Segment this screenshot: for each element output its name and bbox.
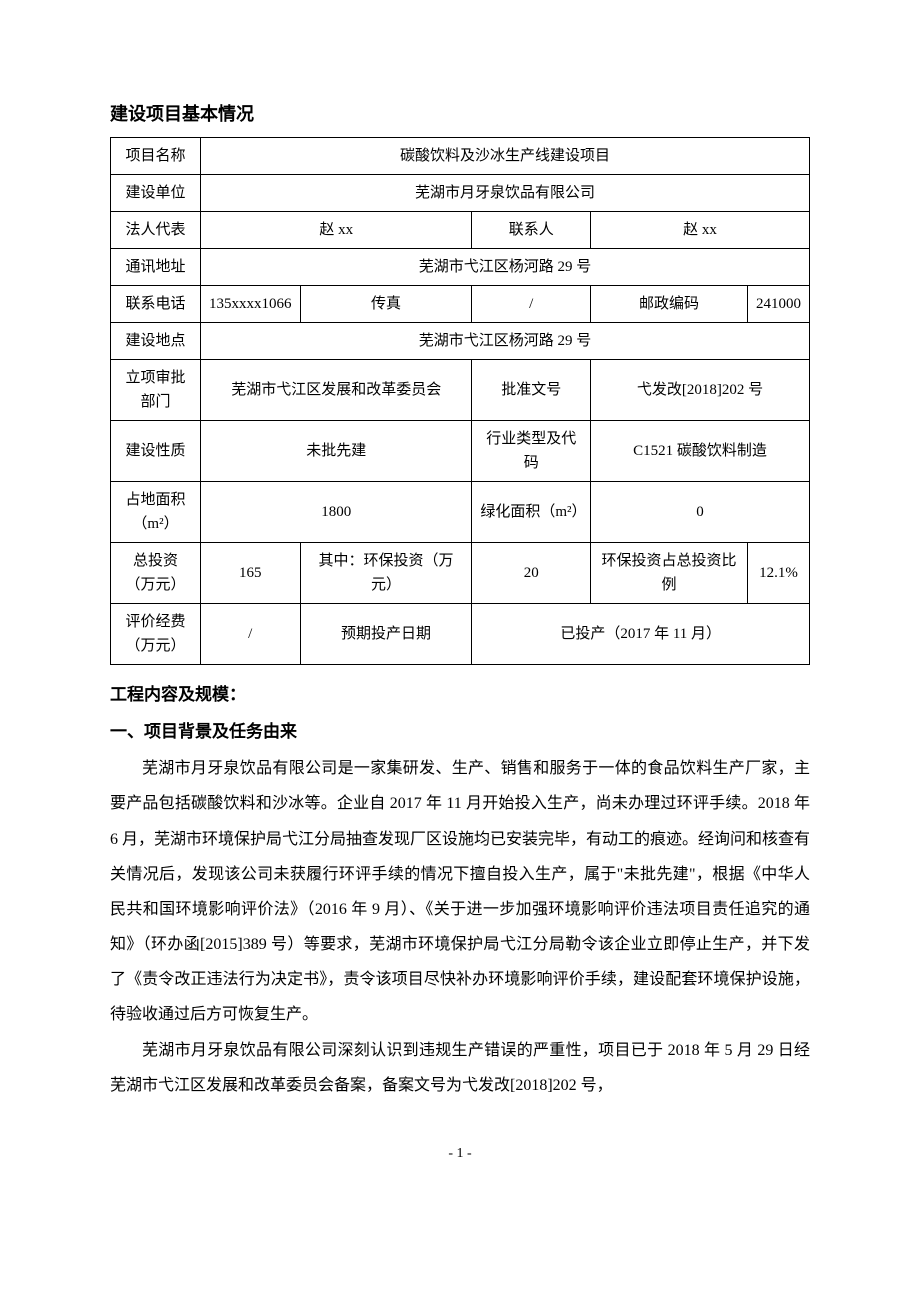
label-approval-dept: 立项审批部门 bbox=[111, 359, 201, 420]
label-green-area: 绿化面积（m²） bbox=[472, 481, 591, 542]
table-row: 项目名称 碳酸饮料及沙冰生产线建设项目 bbox=[111, 137, 810, 174]
value-approval-dept: 芜湖市弋江区发展和改革委员会 bbox=[201, 359, 472, 420]
table-row: 建设单位 芜湖市月牙泉饮品有限公司 bbox=[111, 174, 810, 211]
value-env-investment: 20 bbox=[472, 542, 591, 603]
label-legal-rep: 法人代表 bbox=[111, 211, 201, 248]
content-heading: 工程内容及规模： bbox=[110, 681, 810, 708]
label-env-ratio: 环保投资占总投资比例 bbox=[591, 542, 748, 603]
table-row: 联系电话 135xxxx1066 传真 / 邮政编码 241000 bbox=[111, 285, 810, 322]
table-row: 占地面积（m²） 1800 绿化面积（m²） 0 bbox=[111, 481, 810, 542]
value-industry-code: C1521 碳酸饮料制造 bbox=[591, 420, 810, 481]
label-approval-no: 批准文号 bbox=[472, 359, 591, 420]
label-postcode: 邮政编码 bbox=[591, 285, 748, 322]
value-build-unit: 芜湖市月牙泉饮品有限公司 bbox=[201, 174, 810, 211]
label-production-date: 预期投产日期 bbox=[300, 603, 472, 664]
value-address: 芜湖市弋江区杨河路 29 号 bbox=[201, 248, 810, 285]
label-total-investment: 总投资（万元） bbox=[111, 542, 201, 603]
section-title: 建设项目基本情况 bbox=[110, 100, 810, 129]
label-build-unit: 建设单位 bbox=[111, 174, 201, 211]
value-production-date: 已投产（2017 年 11 月） bbox=[472, 603, 810, 664]
paragraph-2: 芜湖市月牙泉饮品有限公司深刻认识到违规生产错误的严重性，项目已于 2018 年 … bbox=[110, 1033, 810, 1103]
value-phone: 135xxxx1066 bbox=[201, 285, 301, 322]
page-number: - 1 - bbox=[110, 1143, 810, 1165]
label-eval-fee: 评价经费（万元） bbox=[111, 603, 201, 664]
project-info-table: 项目名称 碳酸饮料及沙冰生产线建设项目 建设单位 芜湖市月牙泉饮品有限公司 法人… bbox=[110, 137, 810, 665]
label-env-investment: 其中：环保投资（万元） bbox=[300, 542, 472, 603]
sub-heading-1: 一、项目背景及任务由来 bbox=[110, 718, 810, 745]
value-contact: 赵 xx bbox=[591, 211, 810, 248]
label-fax: 传真 bbox=[300, 285, 472, 322]
label-industry-code: 行业类型及代码 bbox=[472, 420, 591, 481]
table-row: 总投资（万元） 165 其中：环保投资（万元） 20 环保投资占总投资比例 12… bbox=[111, 542, 810, 603]
value-fax: / bbox=[472, 285, 591, 322]
table-row: 评价经费（万元） / 预期投产日期 已投产（2017 年 11 月） bbox=[111, 603, 810, 664]
value-land-area: 1800 bbox=[201, 481, 472, 542]
label-phone: 联系电话 bbox=[111, 285, 201, 322]
table-row: 通讯地址 芜湖市弋江区杨河路 29 号 bbox=[111, 248, 810, 285]
value-approval-no: 弋发改[2018]202 号 bbox=[591, 359, 810, 420]
value-total-investment: 165 bbox=[201, 542, 301, 603]
value-legal-rep: 赵 xx bbox=[201, 211, 472, 248]
label-contact: 联系人 bbox=[472, 211, 591, 248]
value-build-nature: 未批先建 bbox=[201, 420, 472, 481]
value-eval-fee: / bbox=[201, 603, 301, 664]
value-green-area: 0 bbox=[591, 481, 810, 542]
table-row: 建设地点 芜湖市弋江区杨河路 29 号 bbox=[111, 322, 810, 359]
table-row: 建设性质 未批先建 行业类型及代码 C1521 碳酸饮料制造 bbox=[111, 420, 810, 481]
value-env-ratio: 12.1% bbox=[747, 542, 809, 603]
label-project-name: 项目名称 bbox=[111, 137, 201, 174]
value-project-name: 碳酸饮料及沙冰生产线建设项目 bbox=[201, 137, 810, 174]
label-address: 通讯地址 bbox=[111, 248, 201, 285]
table-row: 法人代表 赵 xx 联系人 赵 xx bbox=[111, 211, 810, 248]
label-build-location: 建设地点 bbox=[111, 322, 201, 359]
paragraph-1: 芜湖市月牙泉饮品有限公司是一家集研发、生产、销售和服务于一体的食品饮料生产厂家，… bbox=[110, 751, 810, 1033]
table-row: 立项审批部门 芜湖市弋江区发展和改革委员会 批准文号 弋发改[2018]202 … bbox=[111, 359, 810, 420]
value-postcode: 241000 bbox=[747, 285, 809, 322]
label-land-area: 占地面积（m²） bbox=[111, 481, 201, 542]
value-build-location: 芜湖市弋江区杨河路 29 号 bbox=[201, 322, 810, 359]
label-build-nature: 建设性质 bbox=[111, 420, 201, 481]
